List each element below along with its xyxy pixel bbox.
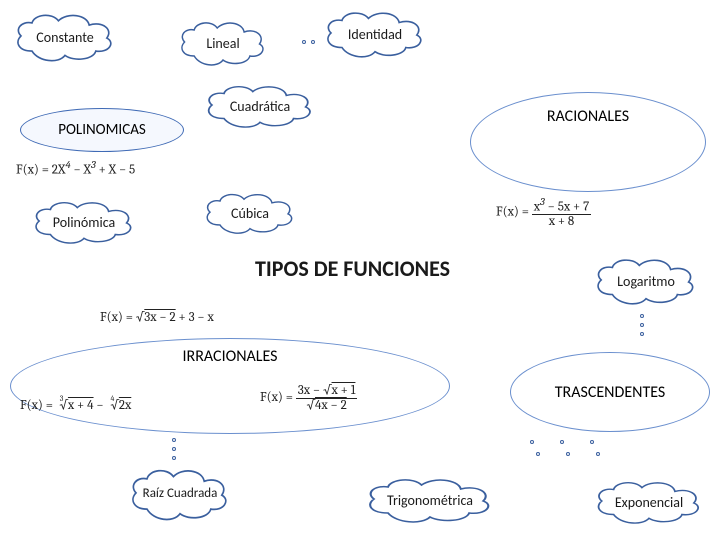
connector-dots-trig2 — [536, 452, 600, 456]
cloud-cuadratica: Cuadrática — [200, 82, 320, 130]
cloud-cuadratica-label: Cuadrática — [230, 98, 290, 115]
cloud-constante: Constante — [10, 10, 120, 64]
bubble-trascendentes-label: TRASCENDENTES — [555, 383, 666, 402]
bubble-polinomicas-label: POLINOMICAS — [58, 121, 146, 139]
bubble-racionales-label: RACIONALES — [547, 107, 629, 126]
diagram-title: TIPOS DE FUNCIONES — [255, 255, 450, 282]
cloud-logaritmo: Logaritmo — [590, 255, 702, 307]
cloud-trigonometrica: Trigonométrica — [360, 475, 500, 525]
cloud-lineal-label: Lineal — [206, 35, 239, 52]
cloud-exponencial: Exponencial — [590, 478, 708, 526]
cloud-raiz-label: Raíz Cuadrada — [143, 487, 218, 501]
cloud-cubica: Cúbica — [200, 190, 300, 236]
formula-irracional-3: F(x) = 3x − √x + 1 √4x − 2 — [260, 384, 357, 412]
formula-irracional-1: F(x) = √3x − 2 + 3 − x — [100, 310, 214, 325]
cloud-polinomica-label: Polinómica — [53, 214, 115, 231]
cloud-constante-label: Constante — [36, 29, 93, 46]
bubble-irracionales: IRRACIONALES — [10, 338, 450, 434]
formula-polinomica: F(x) = 2X4 − X3 + X − 5 — [16, 158, 135, 177]
formula-racional: F(x) = x3 − 5x + 7 x + 8 — [496, 196, 591, 229]
formula-irracional-2: F(x) = 3√x + 4 − 4√2x — [20, 398, 131, 413]
cloud-cubica-label: Cúbica — [231, 205, 269, 222]
bubble-irracionales-label: IRRACIONALES — [182, 347, 277, 366]
cloud-logaritmo-label: Logaritmo — [617, 273, 675, 290]
cloud-lineal: Lineal — [175, 18, 271, 68]
cloud-identidad-label: Identidad — [348, 26, 402, 43]
cloud-trigonometrica-label: Trigonométrica — [387, 492, 473, 509]
cloud-polinomica: Polinómica — [28, 198, 140, 246]
connector-dots-logaritmo — [640, 314, 644, 336]
connector-dots-identidad — [302, 40, 315, 44]
cloud-identidad: Identidad — [320, 8, 430, 60]
cloud-exponencial-label: Exponencial — [615, 494, 683, 511]
bubble-polinomicas: POLINOMICAS — [20, 108, 184, 152]
connector-dots-raiz — [172, 438, 176, 460]
cloud-raiz: Raíz Cuadrada — [125, 465, 235, 523]
bubble-trascendentes: TRASCENDENTES — [510, 352, 710, 432]
connector-dots-trig — [530, 440, 594, 444]
bubble-racionales: RACIONALES — [470, 92, 706, 192]
